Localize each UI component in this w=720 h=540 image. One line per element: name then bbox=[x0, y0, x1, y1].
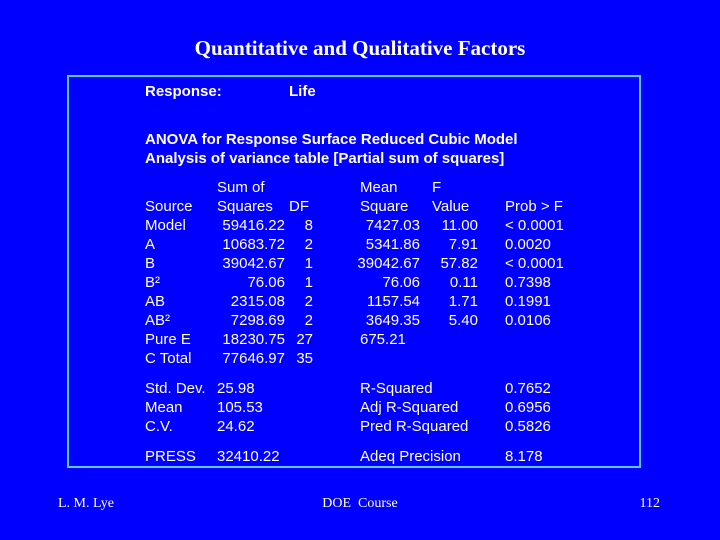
anova-title: ANOVA for Response Surface Reduced Cubic… bbox=[145, 131, 518, 148]
row-source: C Total bbox=[145, 350, 192, 367]
row-p: < 0.0001 bbox=[505, 255, 564, 272]
row-ss: 76.06 bbox=[247, 274, 285, 291]
row-source: B² bbox=[145, 274, 160, 291]
row-source: AB² bbox=[145, 312, 171, 329]
stat-value: 0.5826 bbox=[505, 418, 551, 435]
header-value: Value bbox=[432, 198, 470, 215]
stat-label: C.V. bbox=[145, 418, 173, 435]
row-source: B bbox=[145, 255, 156, 272]
header-sum-of: Sum of bbox=[217, 179, 265, 196]
row-p: 0.1991 bbox=[505, 293, 551, 310]
row-ms: 3649.35 bbox=[365, 312, 420, 329]
header-f: F bbox=[432, 179, 442, 196]
row-df: 8 bbox=[304, 217, 313, 234]
anova-panel bbox=[67, 75, 641, 468]
row-df: 1 bbox=[304, 274, 313, 291]
stat-value: 24.62 bbox=[217, 418, 255, 435]
row-ms: 76.06 bbox=[382, 274, 420, 291]
row-ss: 7298.69 bbox=[230, 312, 285, 329]
row-ms: 5341.86 bbox=[365, 236, 420, 253]
row-ss: 39042.67 bbox=[222, 255, 285, 272]
row-f: 11.00 bbox=[441, 217, 478, 234]
precision-label: Adeq Precision bbox=[360, 448, 461, 465]
stat-label: Pred R-Squared bbox=[360, 418, 469, 435]
anova-subtitle: Analysis of variance table [Partial sum … bbox=[145, 150, 505, 167]
header-source: Source bbox=[145, 198, 193, 215]
row-ms: 39042.67 bbox=[357, 255, 420, 272]
row-f: 7.91 bbox=[448, 236, 478, 253]
stat-label: Mean bbox=[145, 399, 183, 416]
row-f: 57.82 bbox=[440, 255, 478, 272]
row-source: Model bbox=[145, 217, 186, 234]
header-df: DF bbox=[289, 198, 309, 215]
row-p: 0.7398 bbox=[505, 274, 551, 291]
row-ms: 675.21 bbox=[360, 331, 406, 348]
slide-title: Quantitative and Qualitative Factors bbox=[194, 36, 526, 60]
row-ms: 7427.03 bbox=[365, 217, 420, 234]
row-f: 1.71 bbox=[448, 293, 478, 310]
stat-value: 25.98 bbox=[217, 380, 255, 397]
row-ss: 2315.08 bbox=[230, 293, 285, 310]
row-df: 2 bbox=[304, 293, 313, 310]
stat-label: Std. Dev. bbox=[145, 380, 206, 397]
stat-value: 0.6956 bbox=[505, 399, 551, 416]
row-df: 1 bbox=[304, 255, 313, 272]
row-ss: 10683.72 bbox=[222, 236, 285, 253]
row-df: 27 bbox=[296, 331, 313, 348]
stat-label: Adj R-Squared bbox=[360, 399, 459, 416]
response-value: Life bbox=[289, 83, 316, 100]
row-p: < 0.0001 bbox=[505, 217, 564, 234]
row-source: A bbox=[145, 236, 156, 253]
row-ss: 18230.75 bbox=[222, 331, 285, 348]
header-squares: Squares bbox=[217, 198, 273, 215]
header-prob: Prob > F bbox=[505, 198, 563, 215]
row-f: 5.40 bbox=[448, 312, 478, 329]
footer-course: DOE Course bbox=[322, 496, 398, 511]
row-f: 0.11 bbox=[449, 274, 478, 291]
header-mean: Mean bbox=[360, 179, 398, 196]
precision-value: 8.178 bbox=[505, 448, 543, 465]
row-p: 0.0106 bbox=[505, 312, 551, 329]
press-value: 32410.22 bbox=[217, 448, 280, 465]
row-df: 35 bbox=[296, 350, 313, 367]
stat-label: R-Squared bbox=[360, 380, 433, 397]
row-ss: 77646.97 bbox=[222, 350, 285, 367]
row-source: Pure E bbox=[145, 331, 191, 348]
row-source: AB bbox=[145, 293, 166, 310]
stat-value: 105.53 bbox=[217, 399, 263, 416]
row-ms: 1157.54 bbox=[366, 293, 420, 310]
row-df: 2 bbox=[304, 312, 313, 329]
stat-value: 0.7652 bbox=[505, 380, 551, 397]
footer-author: L. M. Lye bbox=[58, 496, 114, 511]
press-label: PRESS bbox=[145, 448, 196, 465]
footer-page-number: 112 bbox=[639, 496, 660, 511]
header-square: Square bbox=[360, 198, 409, 215]
row-ss: 59416.22 bbox=[222, 217, 285, 234]
row-df: 2 bbox=[304, 236, 313, 253]
row-p: 0.0020 bbox=[505, 236, 551, 253]
response-label: Response: bbox=[145, 83, 222, 100]
